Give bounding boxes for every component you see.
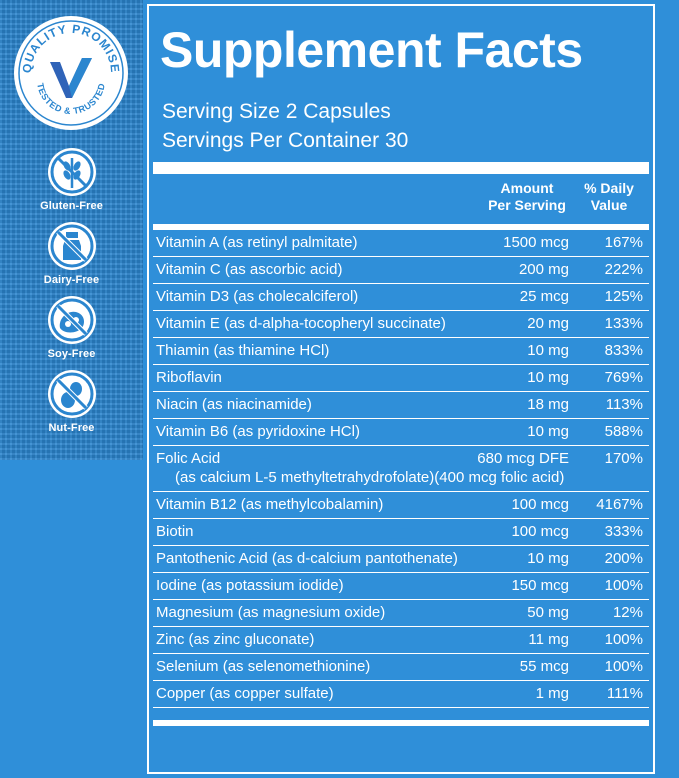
nutrient-row: Folic Acid 680 mcg DFE 170% (as calcium L-5… <box>153 446 649 492</box>
servings-per-container: Servings Per Container 30 <box>162 129 409 152</box>
facts-title: Supplement Facts <box>160 22 583 78</box>
serving-size: Serving Size 2 Capsules <box>162 100 391 123</box>
nutrient-daily-value: 113% <box>605 396 643 413</box>
header-divider <box>153 224 649 230</box>
nutrient-name: Zinc (as zinc gluconate) <box>156 631 315 648</box>
nutrient-daily-value: 111% <box>606 685 643 702</box>
nutrient-daily-value: 100% <box>604 658 643 675</box>
nutrient-name: Iodine (as potassium iodide) <box>156 577 344 594</box>
nutrient-name: Vitamin D3 (as cholecalciferol) <box>156 288 359 305</box>
nutrient-amount: 680 mcg DFE <box>477 450 569 467</box>
nutrient-name: Biotin <box>156 523 194 540</box>
nutrient-row: Niacin (as niacinamide) 18 mg 113% <box>153 392 649 419</box>
quality-promise-seal-icon: QUALITY PROMISE TESTED & TRUSTED <box>14 16 128 130</box>
nutrient-amount: 10 mg <box>527 342 569 359</box>
sidebar-lower <box>0 460 143 778</box>
badge-sidebar: QUALITY PROMISE TESTED & TRUSTED Gluten-… <box>0 0 143 460</box>
nutrient-amount: 1500 mcg <box>503 234 569 251</box>
nutrient-row: Vitamin A (as retinyl palmitate) 1500 mcg… <box>153 230 649 257</box>
soybean-crossed-icon <box>47 296 96 344</box>
nutrient-name: Vitamin E (as d-alpha-tocopheryl succina… <box>156 315 446 332</box>
nutrient-amount: 10 mg <box>527 550 569 567</box>
nutrient-row: Pantothenic Acid (as d-calcium pantothen… <box>153 546 649 573</box>
nutrient-amount: 50 mg <box>527 604 569 621</box>
nutrient-name: Vitamin B12 (as methylcobalamin) <box>156 496 384 513</box>
nutrient-name: Niacin (as niacinamide) <box>156 396 312 413</box>
nutrient-row: Vitamin C (as ascorbic acid) 200 mg 222% <box>153 257 649 284</box>
nutrient-row: Iodine (as potassium iodide) 150 mcg 100% <box>153 573 649 600</box>
nutrient-daily-value: 125% <box>604 288 643 305</box>
nut-free-badge: Nut-Free <box>0 368 143 434</box>
nutrient-row: Thiamin (as thiamine HCl) 10 mg 833% <box>153 338 649 365</box>
nutrient-amount: 10 mg <box>527 369 569 386</box>
nutrient-daily-value: 769% <box>604 369 643 386</box>
amount-header-line2: Per Serving <box>488 197 566 213</box>
nutrient-row: Riboflavin 10 mg 769% <box>153 365 649 392</box>
nutrient-daily-value: 167% <box>604 234 643 251</box>
amount-header-line1: Amount <box>500 180 554 196</box>
nutrient-daily-value: 333% <box>604 523 643 540</box>
nutrient-daily-value: 100% <box>604 631 643 648</box>
dv-column-header: % Daily Value <box>578 180 640 214</box>
nutrient-daily-value: 4167% <box>596 496 643 513</box>
nutrient-amount: 100 mcg <box>511 523 569 540</box>
nutrient-name: Pantothenic Acid (as d-calcium pantothen… <box>156 550 458 567</box>
nutrient-amount: 20 mg <box>527 315 569 332</box>
nutrient-name: Riboflavin <box>156 369 222 386</box>
soy-free-label: Soy-Free <box>47 348 96 360</box>
nutrient-row: Biotin 100 mcg 333% <box>153 519 649 546</box>
nutrient-row: Copper (as copper sulfate) 1 mg 111% <box>153 681 649 708</box>
nutrient-row: Vitamin B12 (as methylcobalamin) 100 mcg 4… <box>153 492 649 519</box>
nutrient-name: Magnesium (as magnesium oxide) <box>156 604 386 621</box>
nutrient-amount: 200 mg <box>518 261 569 278</box>
milk-bottle-crossed-icon <box>47 222 96 270</box>
soy-free-badge: Soy-Free <box>0 294 143 360</box>
nutrient-name: Vitamin C (as ascorbic acid) <box>156 261 343 278</box>
nutrient-amount: 55 mcg <box>519 658 569 675</box>
nutrient-daily-value: 133% <box>604 315 643 332</box>
nutrient-amount: 10 mg <box>527 423 569 440</box>
nutrient-row: Magnesium (as magnesium oxide) 50 mg 12% <box>153 600 649 627</box>
nut-free-label: Nut-Free <box>48 422 95 434</box>
nutrient-daily-value: 170% <box>604 450 643 467</box>
wheat-crossed-icon <box>47 148 96 196</box>
supplement-facts-panel <box>147 4 655 774</box>
nutrient-daily-value: 833% <box>604 342 643 359</box>
nutrient-daily-value: 100% <box>604 577 643 594</box>
nutrient-amount: 11 mg <box>528 631 569 648</box>
nutrient-source-note: (as calcium L-5 methyltetrahydrofolate)(… <box>175 469 565 486</box>
nutrient-row: Zinc (as zinc gluconate) 11 mg 100% <box>153 627 649 654</box>
nutrient-name: Copper (as copper sulfate) <box>156 685 334 702</box>
nutrient-name: Vitamin A (as retinyl palmitate) <box>156 234 358 251</box>
nutrient-daily-value: 588% <box>604 423 643 440</box>
nutrient-amount: 18 mg <box>527 396 569 413</box>
nutrient-row: Vitamin D3 (as cholecalciferol) 25 mcg 125… <box>153 284 649 311</box>
bottom-divider <box>153 720 649 726</box>
dairy-free-label: Dairy-Free <box>43 274 100 286</box>
nutrient-daily-value: 222% <box>604 261 643 278</box>
nutrient-row: Vitamin E (as d-alpha-tocopheryl succina… <box>153 311 649 338</box>
dv-header-line2: Value <box>590 197 628 213</box>
gluten-free-badge: Gluten-Free <box>0 146 143 212</box>
top-thick-divider <box>153 162 649 174</box>
nutrient-table: Vitamin A (as retinyl palmitate) 1500 mcg… <box>153 230 649 708</box>
nutrient-daily-value: 12% <box>612 604 643 621</box>
dairy-free-badge: Dairy-Free <box>0 220 143 286</box>
nutrient-name: Folic Acid <box>156 450 221 467</box>
gluten-free-label: Gluten-Free <box>40 200 103 212</box>
nutrient-row: Selenium (as selenomethionine) 55 mcg 100% <box>153 654 649 681</box>
dv-header-line1: % Daily <box>584 180 634 196</box>
nutrient-name: Thiamin (as thiamine HCl) <box>156 342 330 359</box>
nutrient-name: Vitamin B6 (as pyridoxine HCl) <box>156 423 360 440</box>
nutrient-amount: 25 mcg <box>519 288 569 305</box>
amount-column-header: Amount Per Serving <box>482 180 572 214</box>
nutrient-row: Vitamin B6 (as pyridoxine HCl) 10 mg 588% <box>153 419 649 446</box>
nutrient-name: Selenium (as selenomethionine) <box>156 658 371 675</box>
nutrient-amount: 1 mg <box>535 685 569 702</box>
nutrient-daily-value: 200% <box>604 550 643 567</box>
peanut-crossed-icon <box>47 370 96 418</box>
nutrient-amount: 100 mcg <box>511 496 569 513</box>
nutrient-amount: 150 mcg <box>511 577 569 594</box>
